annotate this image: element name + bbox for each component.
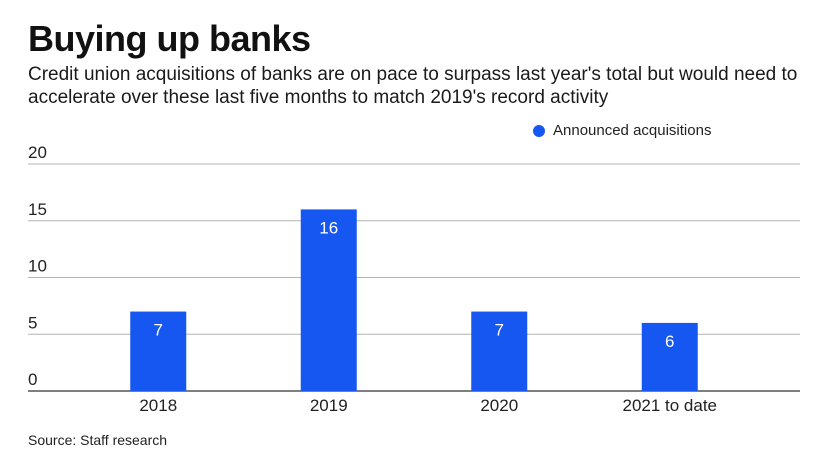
chart-subtitle: Credit union acquisitions of banks are o… xyxy=(28,64,798,108)
y-tick-label: 20 xyxy=(28,143,47,162)
bar xyxy=(641,322,698,391)
y-tick-label: 10 xyxy=(28,257,47,276)
legend-swatch-dot xyxy=(533,124,545,137)
y-tick-label: 0 xyxy=(28,370,37,389)
bar xyxy=(130,311,187,391)
y-tick-label: 5 xyxy=(28,313,37,332)
bar xyxy=(471,311,528,391)
x-tick-label: 2018 xyxy=(139,396,177,415)
legend-label: Announced acquisitions xyxy=(553,122,712,139)
x-tick-label: 2019 xyxy=(310,396,348,415)
bar xyxy=(300,209,357,391)
bar-value-label: 7 xyxy=(154,321,163,340)
y-tick-label: 15 xyxy=(28,200,47,219)
source-note: Source: Staff research xyxy=(28,432,168,448)
chart-title: Buying up banks xyxy=(28,18,311,59)
legend: Announced acquisitions xyxy=(533,122,711,139)
x-tick-label: 2020 xyxy=(480,396,518,415)
bar-value-label: 7 xyxy=(495,321,504,340)
bar-value-label: 16 xyxy=(319,218,338,237)
x-tick-label: 2021 to date xyxy=(622,396,717,415)
bar-value-label: 6 xyxy=(665,332,674,351)
